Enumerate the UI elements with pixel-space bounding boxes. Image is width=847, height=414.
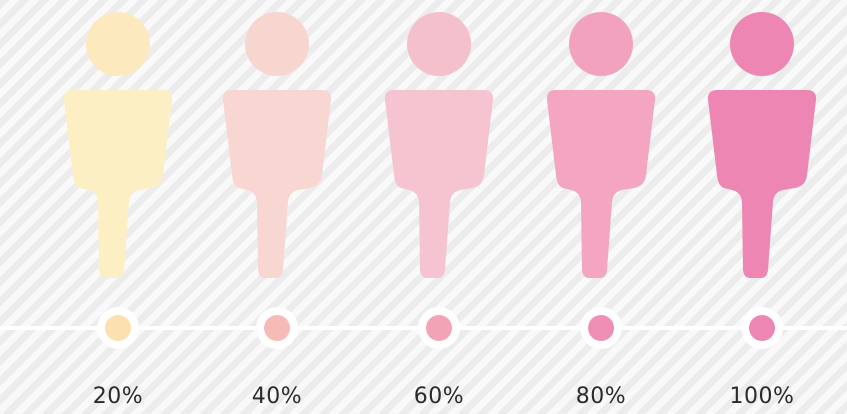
person-body [222,90,332,278]
person-body [546,90,656,278]
timeline-dot [105,315,131,341]
timeline-dot [749,315,775,341]
figure-80 [546,12,656,349]
percentage-label: 100% [729,384,795,409]
percentage-label: 80% [575,384,627,409]
percentage-label: 40% [251,384,303,409]
person-body [384,90,494,278]
figure-20 [63,12,173,349]
figure-60 [384,12,494,349]
timeline-dot [588,315,614,341]
person-head [86,12,150,76]
person-head [245,12,309,76]
person-head [407,12,471,76]
timeline-dot [426,315,452,341]
percentage-label: 60% [413,384,465,409]
person-head [569,12,633,76]
person-head [730,12,794,76]
person-body [707,90,817,278]
figure-40 [222,12,332,349]
percentage-label: 20% [92,384,144,409]
figure-100 [707,12,817,349]
person-body [63,90,173,278]
timeline-dot [264,315,290,341]
